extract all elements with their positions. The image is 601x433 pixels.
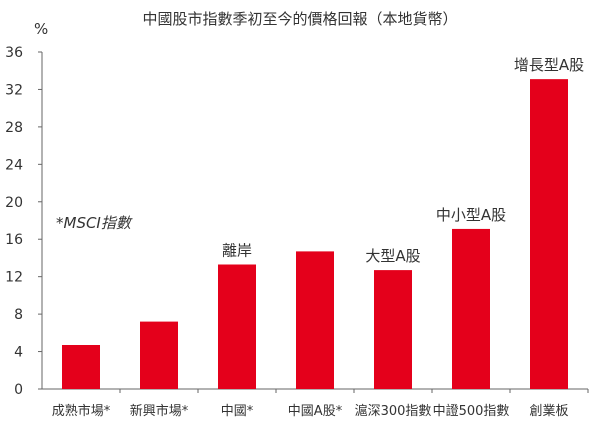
axes-group: 0 4 8 12 16 20 24 28 32 36 (5, 45, 589, 398)
y-axis-tick-label: 32 (5, 82, 23, 98)
bar-7 (530, 79, 568, 390)
x-axis-category-label: 新興市場* (130, 403, 189, 419)
y-axis-unit-label: % (34, 20, 48, 38)
bars-group (62, 79, 568, 390)
bar-6 (452, 228, 490, 389)
x-axis-category-label: 成熟市場* (52, 403, 111, 419)
bar-2 (140, 321, 178, 389)
bar-4 (296, 251, 334, 389)
chart-title: 中國股市指數季初至今的價格回報（本地貨幣） (142, 10, 457, 28)
y-axis-tick-label: 28 (5, 120, 23, 136)
y-axis-tick-label: 8 (14, 307, 23, 323)
x-axis-category-label: 中證500指數 (433, 403, 510, 419)
bar-annotation-label: 離岸 (222, 241, 252, 259)
bar-annotation-label: 增長型A股 (514, 56, 584, 74)
y-axis-tick-label: 36 (5, 45, 23, 61)
msci-footnote-annotation: *MSCI指數 (56, 214, 133, 232)
bar-annotation-label: 中小型A股 (436, 206, 506, 224)
x-axis-category-label: 創業板 (529, 403, 568, 419)
x-axis-category-label: 滬深300指數 (355, 403, 432, 419)
y-axis-tick-label: 0 (14, 382, 23, 398)
y-axis-tick-label: 4 (14, 345, 23, 361)
bar-annotation-label: 大型A股 (365, 247, 420, 265)
y-axis-tick-label: 12 (5, 270, 23, 286)
y-axis-tick-label: 20 (5, 195, 23, 211)
x-axis-category-label: 中國A股* (288, 404, 343, 419)
x-axis-category-label: 中國* (221, 404, 254, 419)
bar-5 (374, 270, 412, 389)
bar-1 (62, 345, 100, 389)
y-axis-tick-label: 24 (5, 157, 23, 173)
y-axis-tick-label: 16 (5, 232, 23, 248)
bar-3 (218, 264, 256, 389)
